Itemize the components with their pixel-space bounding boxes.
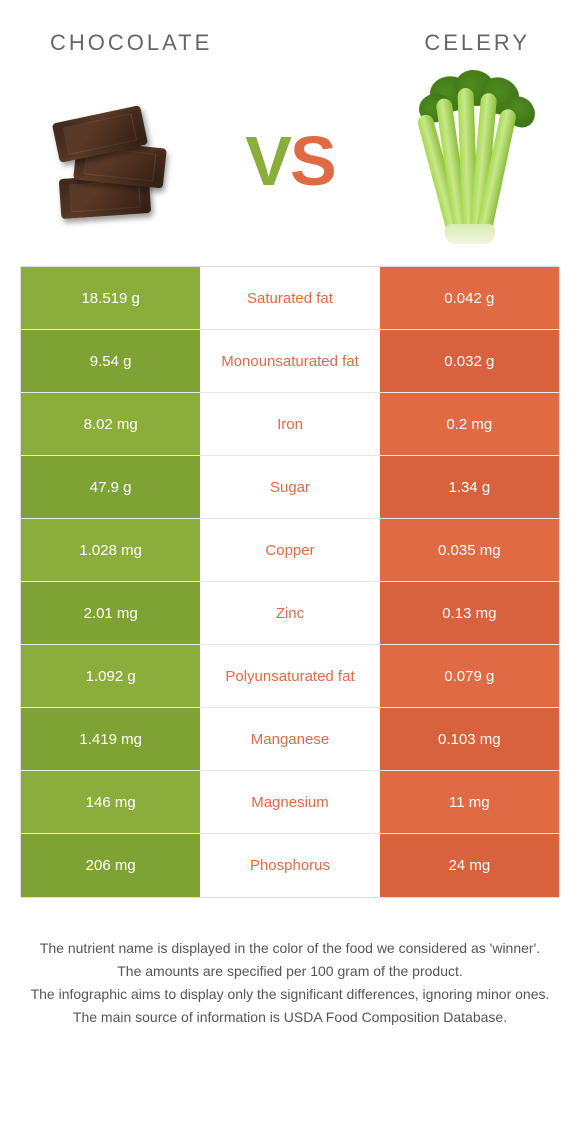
right-value: 0.042 g [380, 267, 559, 329]
left-value: 1.092 g [21, 645, 200, 707]
right-value: 0.103 mg [380, 708, 559, 770]
titles-row: CHOCOLATE CELERY [0, 0, 580, 66]
vs-s: S [290, 122, 335, 200]
left-food-title: CHOCOLATE [50, 30, 212, 56]
left-value: 47.9 g [21, 456, 200, 518]
nutrient-label: Magnesium [200, 771, 379, 833]
nutrient-label: Phosphorus [200, 834, 379, 897]
table-row: 47.9 gSugar1.34 g [21, 456, 559, 519]
right-value: 1.34 g [380, 456, 559, 518]
left-value: 8.02 mg [21, 393, 200, 455]
celery-image [380, 81, 550, 241]
nutrient-label: Monounsaturated fat [200, 330, 379, 392]
nutrient-label: Sugar [200, 456, 379, 518]
right-value: 0.2 mg [380, 393, 559, 455]
table-row: 2.01 mgZinc0.13 mg [21, 582, 559, 645]
vs-label: VS [245, 121, 334, 201]
chocolate-image [30, 81, 200, 241]
right-value: 24 mg [380, 834, 559, 897]
nutrient-label: Iron [200, 393, 379, 455]
table-row: 18.519 gSaturated fat0.042 g [21, 267, 559, 330]
right-value: 0.13 mg [380, 582, 559, 644]
table-row: 146 mgMagnesium11 mg [21, 771, 559, 834]
left-value: 146 mg [21, 771, 200, 833]
nutrient-table: 18.519 gSaturated fat0.042 g9.54 gMonoun… [20, 266, 560, 898]
infographic-container: CHOCOLATE CELERY VS [0, 0, 580, 1050]
right-value: 11 mg [380, 771, 559, 833]
footer-line-3: The infographic aims to display only the… [30, 984, 550, 1005]
left-value: 1.028 mg [21, 519, 200, 581]
nutrient-label: Copper [200, 519, 379, 581]
footer-line-1: The nutrient name is displayed in the co… [30, 938, 550, 959]
table-row: 8.02 mgIron0.2 mg [21, 393, 559, 456]
nutrient-label: Manganese [200, 708, 379, 770]
right-value: 0.032 g [380, 330, 559, 392]
left-value: 206 mg [21, 834, 200, 897]
left-value: 2.01 mg [21, 582, 200, 644]
right-value: 0.035 mg [380, 519, 559, 581]
nutrient-label: Polyunsaturated fat [200, 645, 379, 707]
table-row: 9.54 gMonounsaturated fat0.032 g [21, 330, 559, 393]
footer-line-2: The amounts are specified per 100 gram o… [30, 961, 550, 982]
left-value: 9.54 g [21, 330, 200, 392]
table-row: 206 mgPhosphorus24 mg [21, 834, 559, 897]
nutrient-label: Zinc [200, 582, 379, 644]
right-value: 0.079 g [380, 645, 559, 707]
nutrient-label: Saturated fat [200, 267, 379, 329]
footer-notes: The nutrient name is displayed in the co… [0, 898, 580, 1050]
vs-v: V [245, 122, 290, 200]
table-row: 1.092 gPolyunsaturated fat0.079 g [21, 645, 559, 708]
footer-line-4: The main source of information is USDA F… [30, 1007, 550, 1028]
table-row: 1.419 mgManganese0.103 mg [21, 708, 559, 771]
right-food-title: CELERY [424, 30, 530, 56]
table-row: 1.028 mgCopper0.035 mg [21, 519, 559, 582]
hero-row: VS [0, 66, 580, 266]
left-value: 18.519 g [21, 267, 200, 329]
left-value: 1.419 mg [21, 708, 200, 770]
